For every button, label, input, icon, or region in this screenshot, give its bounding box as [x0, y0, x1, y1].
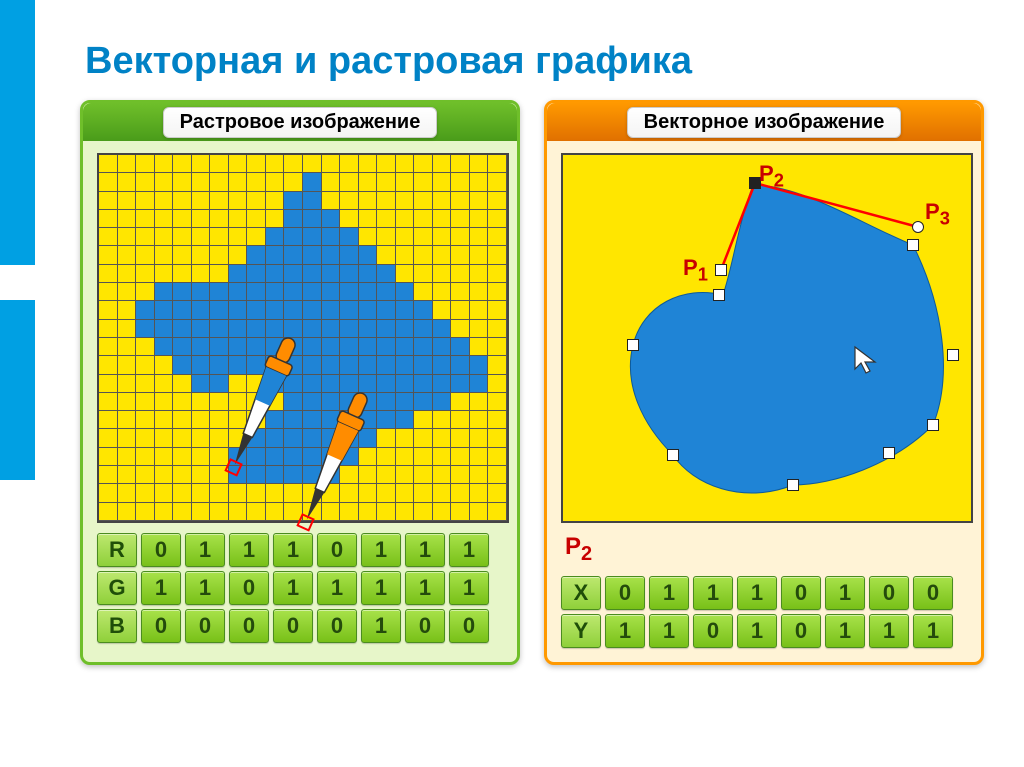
bit-cell: 1	[913, 614, 953, 648]
row-label: G	[97, 571, 137, 605]
bit-cell: 0	[317, 533, 357, 567]
raster-panel-title: Растровое изображение	[163, 107, 438, 138]
bit-cell: 1	[737, 576, 777, 610]
data-row: B00000100	[97, 609, 503, 643]
vector-canvas: P1 P2 P3	[561, 153, 973, 523]
bit-cell: 0	[229, 571, 269, 605]
vector-node-handle[interactable]	[667, 449, 679, 461]
bit-cell: 1	[361, 609, 401, 643]
bit-cell: 0	[141, 609, 181, 643]
vector-data-rows: X01110100Y11010111	[561, 576, 967, 648]
raster-panel: Растровое изображение R01110111G1101	[80, 100, 520, 665]
bit-cell: 0	[405, 609, 445, 643]
vector-node-handle[interactable]	[713, 289, 725, 301]
bit-cell: 1	[185, 533, 225, 567]
row-label: R	[97, 533, 137, 567]
bit-cell: 1	[825, 614, 865, 648]
bit-cell: 1	[869, 614, 909, 648]
row-label: X	[561, 576, 601, 610]
point-label: P2	[759, 161, 784, 191]
cursor-arrow-icon	[853, 345, 879, 375]
vector-panel: Векторное изображение P1P2P3 P2 X0111010…	[544, 100, 984, 665]
bit-cell: 1	[649, 614, 689, 648]
bit-cell: 1	[693, 576, 733, 610]
vector-node-handle[interactable]	[927, 419, 939, 431]
bit-cell: 0	[913, 576, 953, 610]
bit-cell: 0	[781, 614, 821, 648]
vector-shape	[630, 185, 943, 493]
data-row: R01110111	[97, 533, 503, 567]
vector-node-handle[interactable]	[883, 447, 895, 459]
row-label: B	[97, 609, 137, 643]
point-label: P3	[925, 199, 950, 229]
bit-cell: 1	[317, 571, 357, 605]
bit-cell: 1	[405, 533, 445, 567]
bit-cell: 1	[185, 571, 225, 605]
row-label: Y	[561, 614, 601, 648]
vector-panel-header: Векторное изображение	[547, 103, 981, 141]
page-title: Векторная и растровая графика	[85, 40, 692, 83]
data-row: Y11010111	[561, 614, 967, 648]
sidebar-accent	[0, 0, 35, 767]
bit-cell: 1	[737, 614, 777, 648]
bit-cell: 0	[449, 609, 489, 643]
raster-panel-header: Растровое изображение	[83, 103, 517, 141]
bit-cell: 1	[405, 571, 445, 605]
vector-node-handle[interactable]	[907, 239, 919, 251]
bit-cell: 1	[361, 533, 401, 567]
bit-cell: 1	[649, 576, 689, 610]
bit-cell: 1	[605, 614, 645, 648]
bit-cell: 1	[449, 533, 489, 567]
bit-cell: 0	[229, 609, 269, 643]
bit-cell: 0	[317, 609, 357, 643]
vector-node-handle[interactable]	[627, 339, 639, 351]
bit-cell: 1	[273, 571, 313, 605]
vector-node-handle[interactable]	[787, 479, 799, 491]
vector-node-handle[interactable]	[715, 264, 727, 276]
bit-cell: 0	[273, 609, 313, 643]
bit-cell: 1	[141, 571, 181, 605]
bit-cell: 1	[449, 571, 489, 605]
bit-cell: 1	[273, 533, 313, 567]
bit-cell: 1	[229, 533, 269, 567]
bit-cell: 0	[605, 576, 645, 610]
bit-cell: 1	[361, 571, 401, 605]
vector-node-handle[interactable]	[947, 349, 959, 361]
raster-canvas	[97, 153, 509, 523]
bit-cell: 0	[869, 576, 909, 610]
data-row: G11011111	[97, 571, 503, 605]
raster-data-rows: R01110111G11011111B00000100	[97, 533, 503, 643]
bit-cell: 0	[781, 576, 821, 610]
vector-panel-title: Векторное изображение	[627, 107, 902, 138]
selected-point-label: P2	[565, 533, 981, 566]
bit-cell: 0	[185, 609, 225, 643]
data-row: X01110100	[561, 576, 967, 610]
bit-cell: 1	[825, 576, 865, 610]
bit-cell: 0	[141, 533, 181, 567]
point-label: P1	[683, 255, 708, 285]
bit-cell: 0	[693, 614, 733, 648]
vector-node-handle[interactable]	[912, 221, 924, 233]
